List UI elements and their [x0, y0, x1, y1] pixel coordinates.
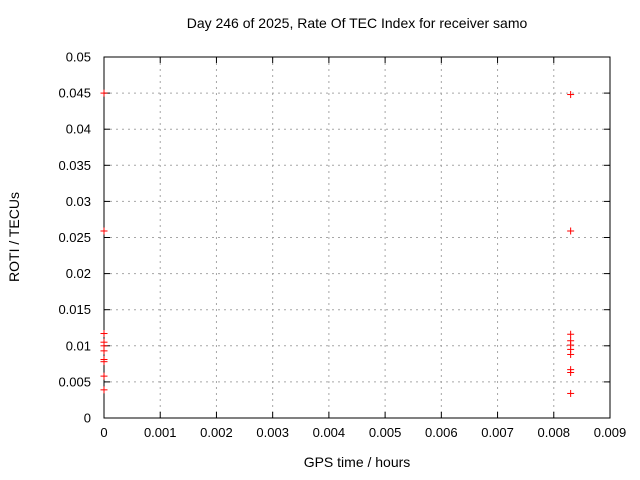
- data-point: [567, 369, 575, 377]
- data-point: [100, 227, 108, 235]
- data-point: [100, 358, 108, 366]
- chart-title: Day 246 of 2025, Rate Of TEC Index for r…: [186, 15, 528, 31]
- x-tick-label: 0.006: [425, 425, 458, 440]
- x-tick-label: 0.003: [256, 425, 289, 440]
- y-tick-label: 0.015: [58, 302, 91, 317]
- x-tick-label: 0.005: [369, 425, 402, 440]
- data-point: [100, 347, 108, 355]
- data-point: [100, 330, 108, 338]
- data-point: [567, 91, 575, 99]
- y-tick-label: 0.01: [66, 338, 91, 353]
- y-tick-label: 0.025: [58, 230, 91, 245]
- data-point: [567, 350, 575, 358]
- data-point: [100, 372, 108, 380]
- x-tick-label: 0.004: [313, 425, 346, 440]
- x-tick-label: 0.008: [538, 425, 571, 440]
- x-tick-label: 0.002: [200, 425, 233, 440]
- y-tick-label: 0.045: [58, 86, 91, 101]
- y-tick-label: 0: [84, 411, 91, 426]
- x-tick-label: 0.009: [594, 425, 627, 440]
- x-axis-label: GPS time / hours: [303, 454, 411, 470]
- data-point: [567, 227, 575, 235]
- y-tick-label: 0.04: [66, 122, 91, 137]
- x-tick-label: 0.007: [481, 425, 514, 440]
- data-point: [100, 386, 108, 394]
- y-tick-label: 0.02: [66, 266, 91, 281]
- y-tick-label: 0.03: [66, 194, 91, 209]
- data-point: [567, 330, 575, 338]
- x-tick-label: 0.001: [144, 425, 177, 440]
- data-point: [100, 89, 108, 97]
- y-tick-label: 0.005: [58, 374, 91, 389]
- data-point: [567, 389, 575, 397]
- y-tick-label: 0.05: [66, 50, 91, 65]
- x-tick-label: 0: [100, 425, 107, 440]
- y-tick-label: 0.035: [58, 158, 91, 173]
